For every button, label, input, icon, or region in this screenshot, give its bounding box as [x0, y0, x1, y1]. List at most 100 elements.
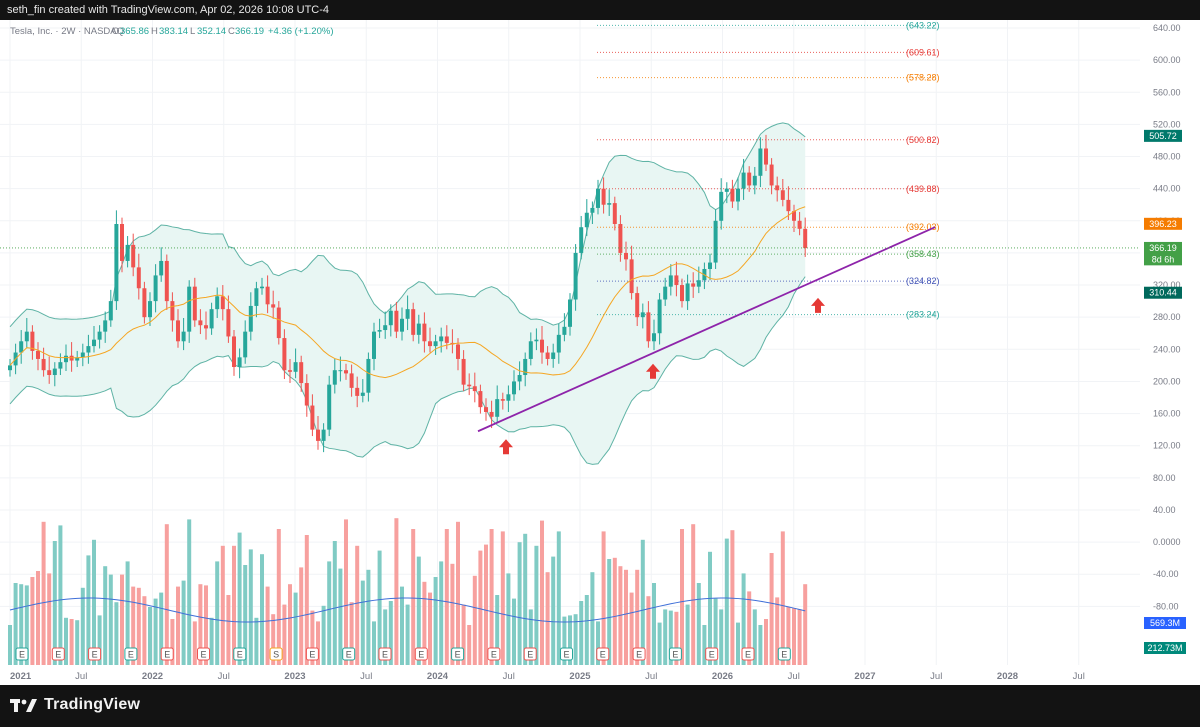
overlays: [0, 226, 1140, 455]
volume-bar: [422, 581, 427, 665]
tradingview-logo[interactable]: TradingView: [10, 696, 140, 714]
earnings-marker-label: E: [418, 650, 424, 660]
earnings-marker: [160, 647, 174, 661]
price-tick-label: 440.00: [1153, 184, 1181, 194]
candle-body: [327, 384, 332, 430]
volume-bar: [562, 616, 567, 665]
candle-body: [400, 318, 404, 332]
candle-body: [506, 394, 511, 401]
volume-bar: [209, 617, 214, 665]
volume-bar: [131, 586, 136, 665]
candle-body: [75, 357, 80, 361]
earnings-marker: [51, 647, 65, 661]
volume-bar: [41, 521, 46, 665]
x-tick-label: Jul: [788, 671, 800, 682]
volume-bar: [114, 602, 119, 665]
candle-body: [640, 312, 645, 318]
candle-body: [304, 383, 309, 406]
volume-bar: [86, 555, 91, 665]
candle-body: [545, 352, 550, 359]
candle-body: [428, 341, 432, 347]
candle-body: [562, 326, 567, 335]
candle-body: [120, 224, 124, 261]
volume-bar: [461, 604, 466, 665]
volume-bar: [674, 611, 679, 665]
support-trendline: [477, 226, 936, 433]
legend-close: 366.19: [235, 26, 264, 37]
price-tick-label: -80.00: [1153, 601, 1179, 611]
candle-body: [260, 286, 264, 289]
candle-body: [108, 301, 113, 321]
candle-body: [724, 188, 729, 192]
earnings-marker: [378, 647, 392, 661]
volume-bar: [528, 609, 533, 665]
moving-average-line: [9, 206, 806, 379]
fib-level-label: (283.24): [906, 310, 940, 320]
candle-body: [47, 370, 52, 376]
fib-level-label: (643.22): [906, 20, 940, 30]
volume-bar: [198, 584, 203, 665]
price-tick-label: 160.00: [1153, 409, 1181, 419]
price-tick-label: 120.00: [1153, 441, 1181, 451]
price-chart[interactable]: (643.22) (609.61) (578.28) (500.82) (439.88)…: [0, 20, 1200, 685]
earnings-marker-label: E: [672, 650, 678, 660]
candle-body: [461, 358, 466, 385]
candle-body: [741, 172, 746, 189]
attribution-bar: seth_fin created with TradingView.com, A…: [0, 0, 1200, 20]
price-tick-label: 560.00: [1153, 87, 1181, 97]
candle-body: [775, 185, 780, 191]
fib-level-label: (358.43): [906, 249, 940, 259]
candle-body: [708, 262, 712, 269]
volume-bar: [332, 541, 337, 665]
earnings-marker: [342, 647, 356, 661]
volume-bar: [416, 556, 421, 665]
earnings-marker: [88, 647, 102, 661]
candle-body: [540, 339, 544, 353]
candle-body: [176, 320, 180, 342]
volume-bar: [181, 580, 186, 665]
candle-body: [556, 334, 561, 353]
volume-bar: [769, 553, 774, 665]
price-tag-label: 366.19: [1149, 243, 1177, 253]
volume-bar: [226, 595, 231, 665]
earnings-marker-label: E: [491, 650, 497, 660]
candle-body: [405, 309, 410, 319]
volume-bar: [780, 531, 785, 665]
volume-bar: [108, 574, 113, 665]
candle-body: [372, 331, 376, 359]
volume-bar: [752, 609, 757, 665]
candle-body: [97, 331, 102, 340]
candle-body: [444, 336, 449, 343]
candle-body: [321, 429, 326, 441]
candle-body: [652, 333, 656, 342]
volume-bar: [775, 597, 780, 665]
x-tick-label: Jul: [218, 671, 230, 682]
volume-bar: [506, 573, 511, 665]
grid-lines: [0, 20, 1140, 665]
earnings-marker: [777, 647, 791, 661]
candle-body: [237, 357, 242, 367]
band-fill: [10, 122, 806, 465]
volume-bar: [355, 545, 360, 665]
chart-area[interactable]: (643.22) (609.61) (578.28) (500.82) (439.88)…: [0, 20, 1200, 685]
candle-body: [416, 323, 421, 335]
volume-bar: [640, 539, 645, 665]
volume-ma-line: [9, 597, 806, 623]
candle-body: [523, 358, 528, 376]
volume-bar: [708, 551, 712, 665]
candle-body: [92, 339, 96, 347]
earnings-marker-label: E: [781, 650, 787, 660]
volume-bar: [741, 573, 746, 665]
candle-body: [713, 220, 718, 263]
volume-tag-label: 569.3M: [1150, 618, 1180, 628]
volume-bar: [176, 586, 180, 665]
candle-body: [612, 203, 617, 224]
support-arrow: [499, 439, 513, 455]
earnings-marker: [741, 647, 755, 661]
volume-bar: [276, 529, 281, 665]
volume-bar: [321, 605, 326, 665]
candle-body: [590, 207, 595, 213]
volume-tag: [1144, 642, 1186, 654]
volume-bar: [142, 596, 147, 665]
volume-bar: [75, 620, 80, 665]
